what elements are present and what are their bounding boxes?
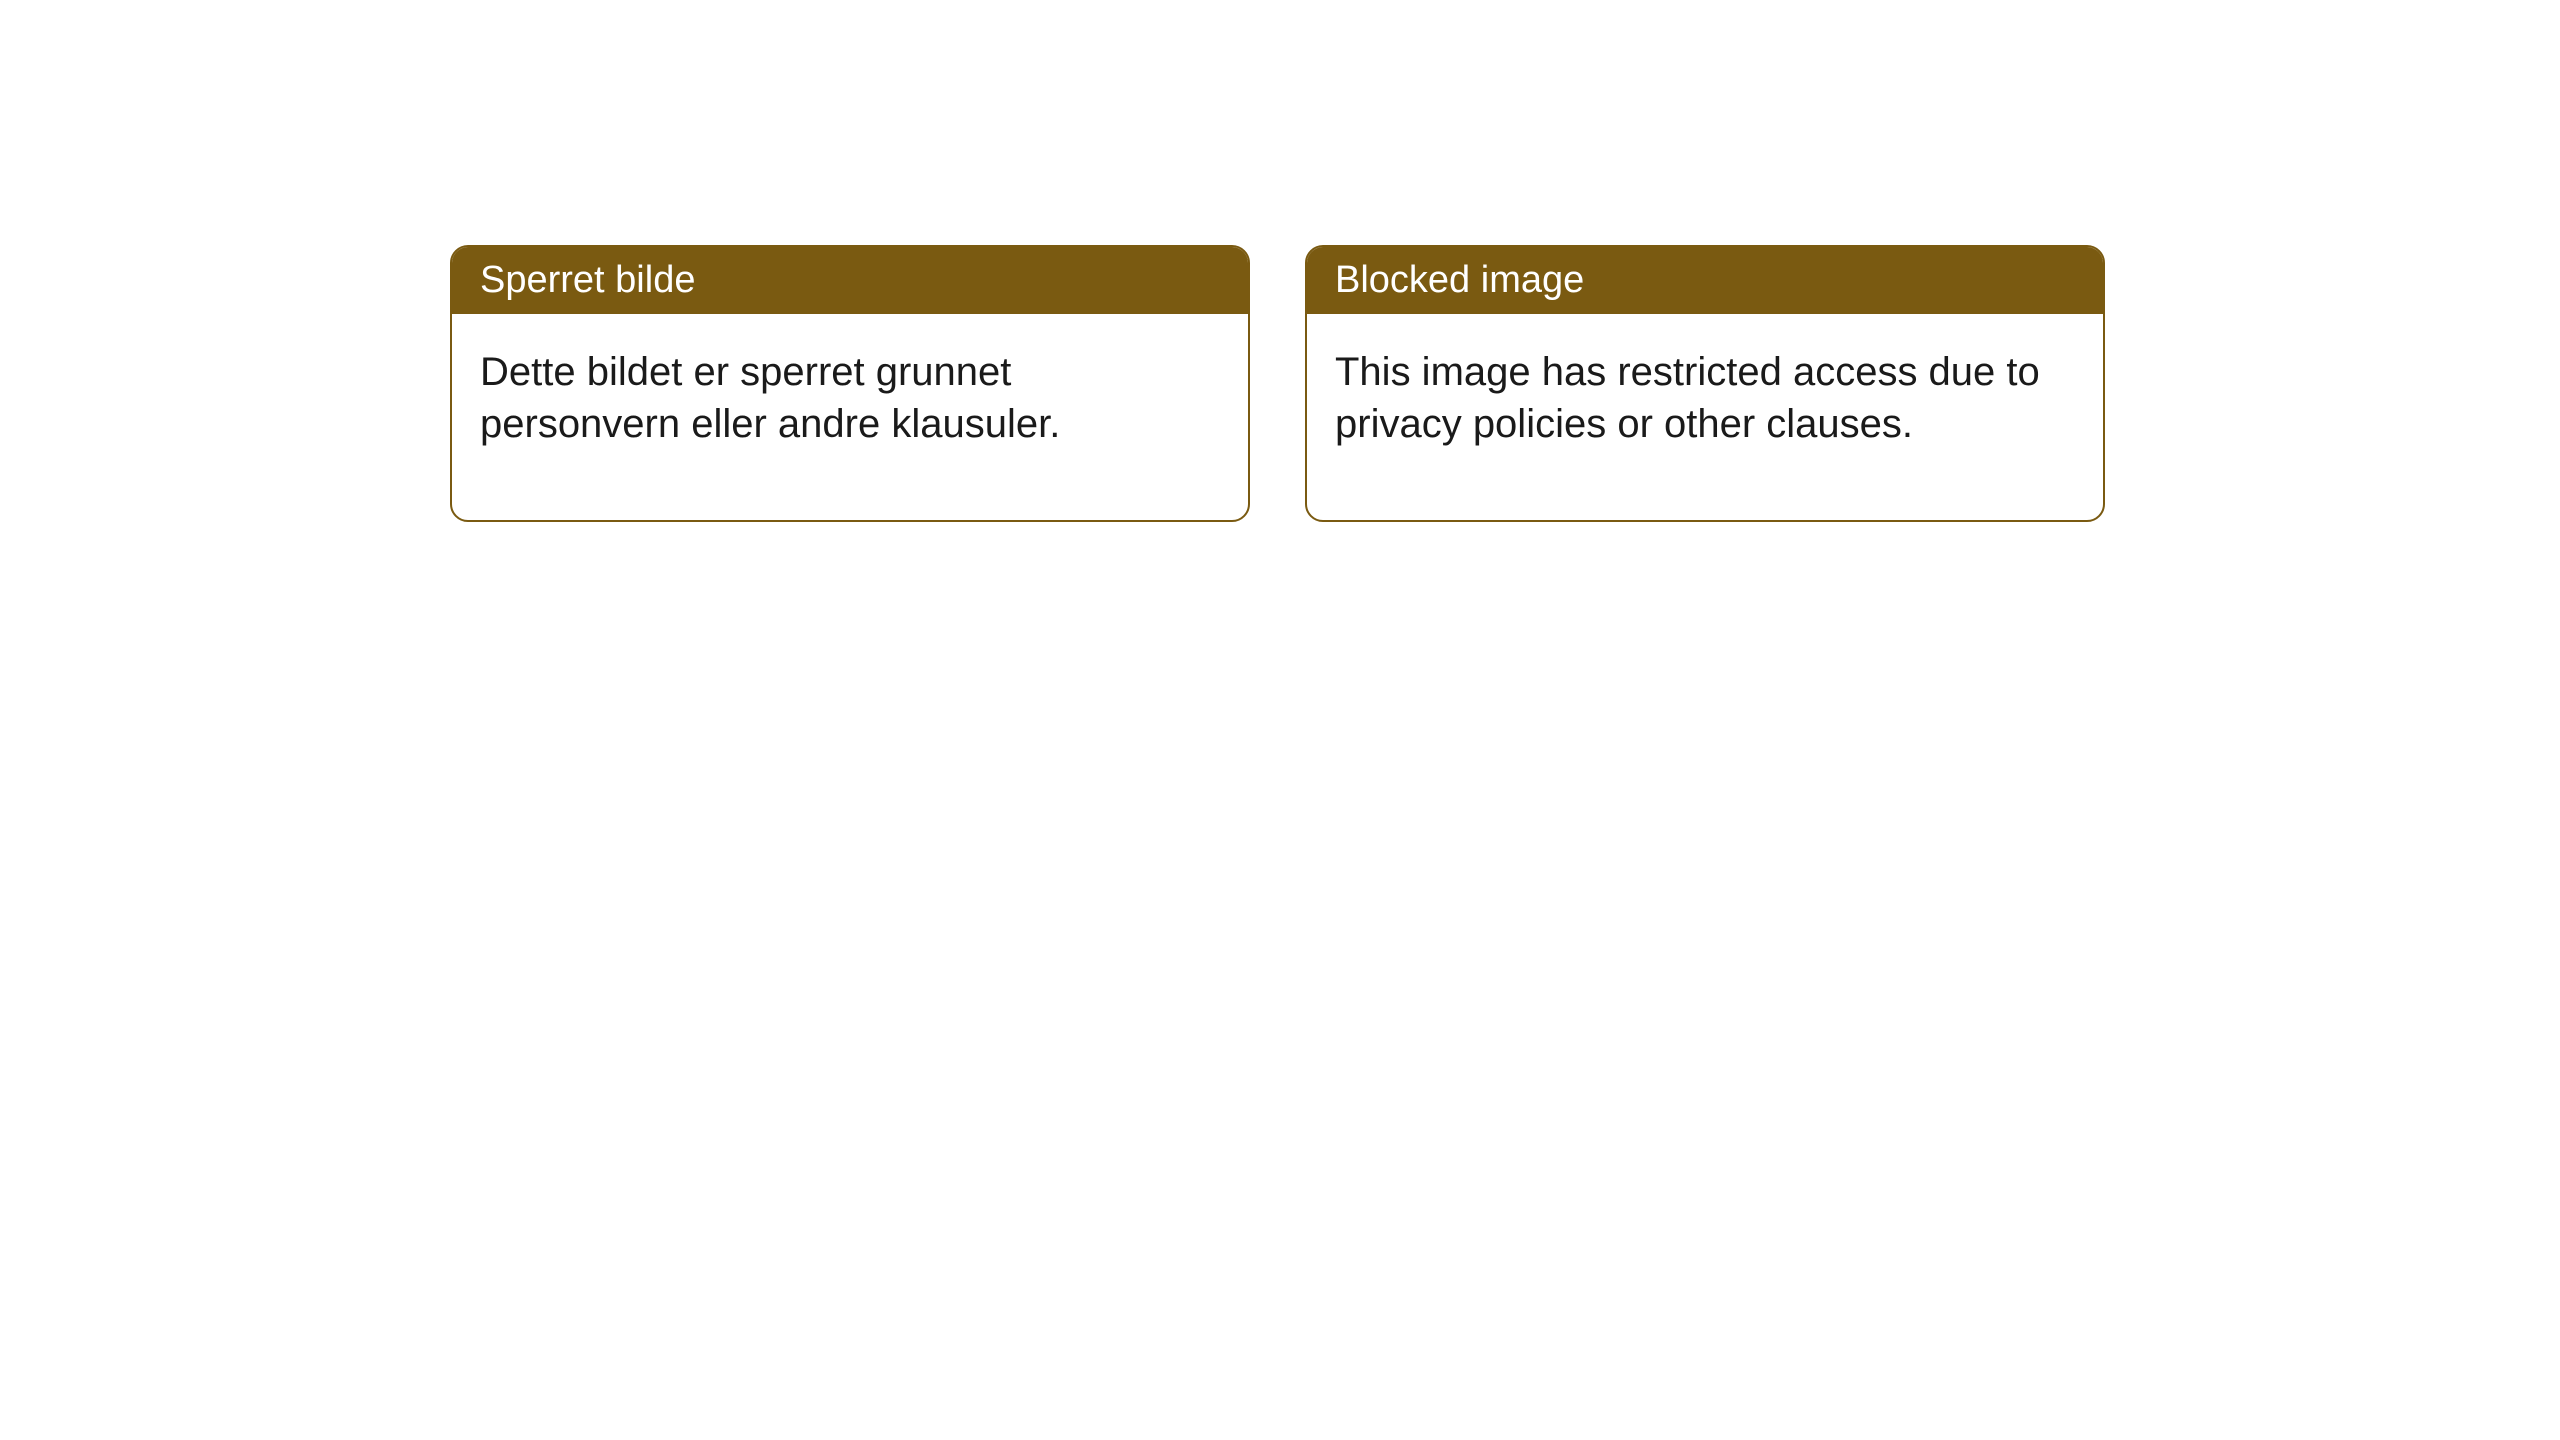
notice-title-english: Blocked image xyxy=(1307,247,2103,314)
notice-card-norwegian: Sperret bilde Dette bildet er sperret gr… xyxy=(450,245,1250,522)
notice-body-english: This image has restricted access due to … xyxy=(1307,314,2103,520)
notice-body-norwegian: Dette bildet er sperret grunnet personve… xyxy=(452,314,1248,520)
notice-card-english: Blocked image This image has restricted … xyxy=(1305,245,2105,522)
notice-title-norwegian: Sperret bilde xyxy=(452,247,1248,314)
notice-container: Sperret bilde Dette bildet er sperret gr… xyxy=(450,245,2105,522)
